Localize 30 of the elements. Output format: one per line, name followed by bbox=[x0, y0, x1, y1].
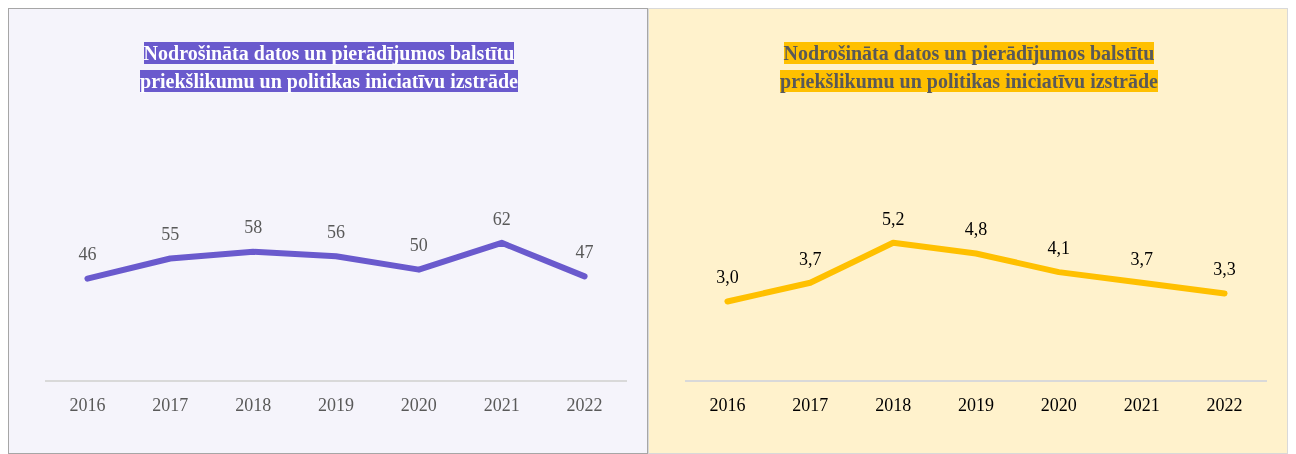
x-tick-label: 2020 bbox=[400, 394, 437, 415]
x-tick-label: 2017 bbox=[792, 394, 829, 415]
x-tick-label: 2017 bbox=[152, 394, 189, 415]
data-label: 55 bbox=[161, 224, 180, 245]
x-tick-label: 2019 bbox=[318, 394, 354, 415]
data-label: 62 bbox=[492, 208, 511, 229]
data-label: 50 bbox=[409, 235, 428, 256]
x-tick-label: 2018 bbox=[875, 394, 912, 415]
chart-title: Nodrošināta datos un pierādījumos balstītu priekšlikumu un politikas iniciatīvu izstrāde bbox=[780, 42, 1158, 92]
x-tick-label: 2022 bbox=[1206, 394, 1243, 415]
data-label: 3,0 bbox=[716, 267, 739, 288]
x-tick-label: 2019 bbox=[958, 394, 994, 415]
data-label: 3,7 bbox=[1130, 248, 1153, 269]
data-label: 46 bbox=[78, 244, 97, 265]
chart-title: Nodrošināta datos un pierādījumos balstītu priekšlikumu un politikas iniciatīvu izstrāde bbox=[140, 42, 518, 92]
data-label: 5,2 bbox=[881, 208, 905, 229]
data-label: 4,1 bbox=[1047, 237, 1071, 258]
x-tick-label: 2018 bbox=[235, 394, 272, 415]
data-label: 56 bbox=[327, 221, 345, 242]
data-label: 3,7 bbox=[799, 248, 822, 269]
x-tick-label: 2020 bbox=[1040, 394, 1077, 415]
x-tick-label: 2021 bbox=[483, 394, 520, 415]
data-label: 47 bbox=[575, 242, 594, 263]
data-label: 3,3 bbox=[1213, 259, 1236, 280]
data-label: 58 bbox=[244, 217, 263, 238]
x-tick-label: 2021 bbox=[1123, 394, 1160, 415]
x-tick-label: 2016 bbox=[69, 394, 106, 415]
data-label: 4,8 bbox=[964, 219, 988, 240]
x-tick-label: 2016 bbox=[709, 394, 746, 415]
x-tick-label: 2022 bbox=[566, 394, 603, 415]
